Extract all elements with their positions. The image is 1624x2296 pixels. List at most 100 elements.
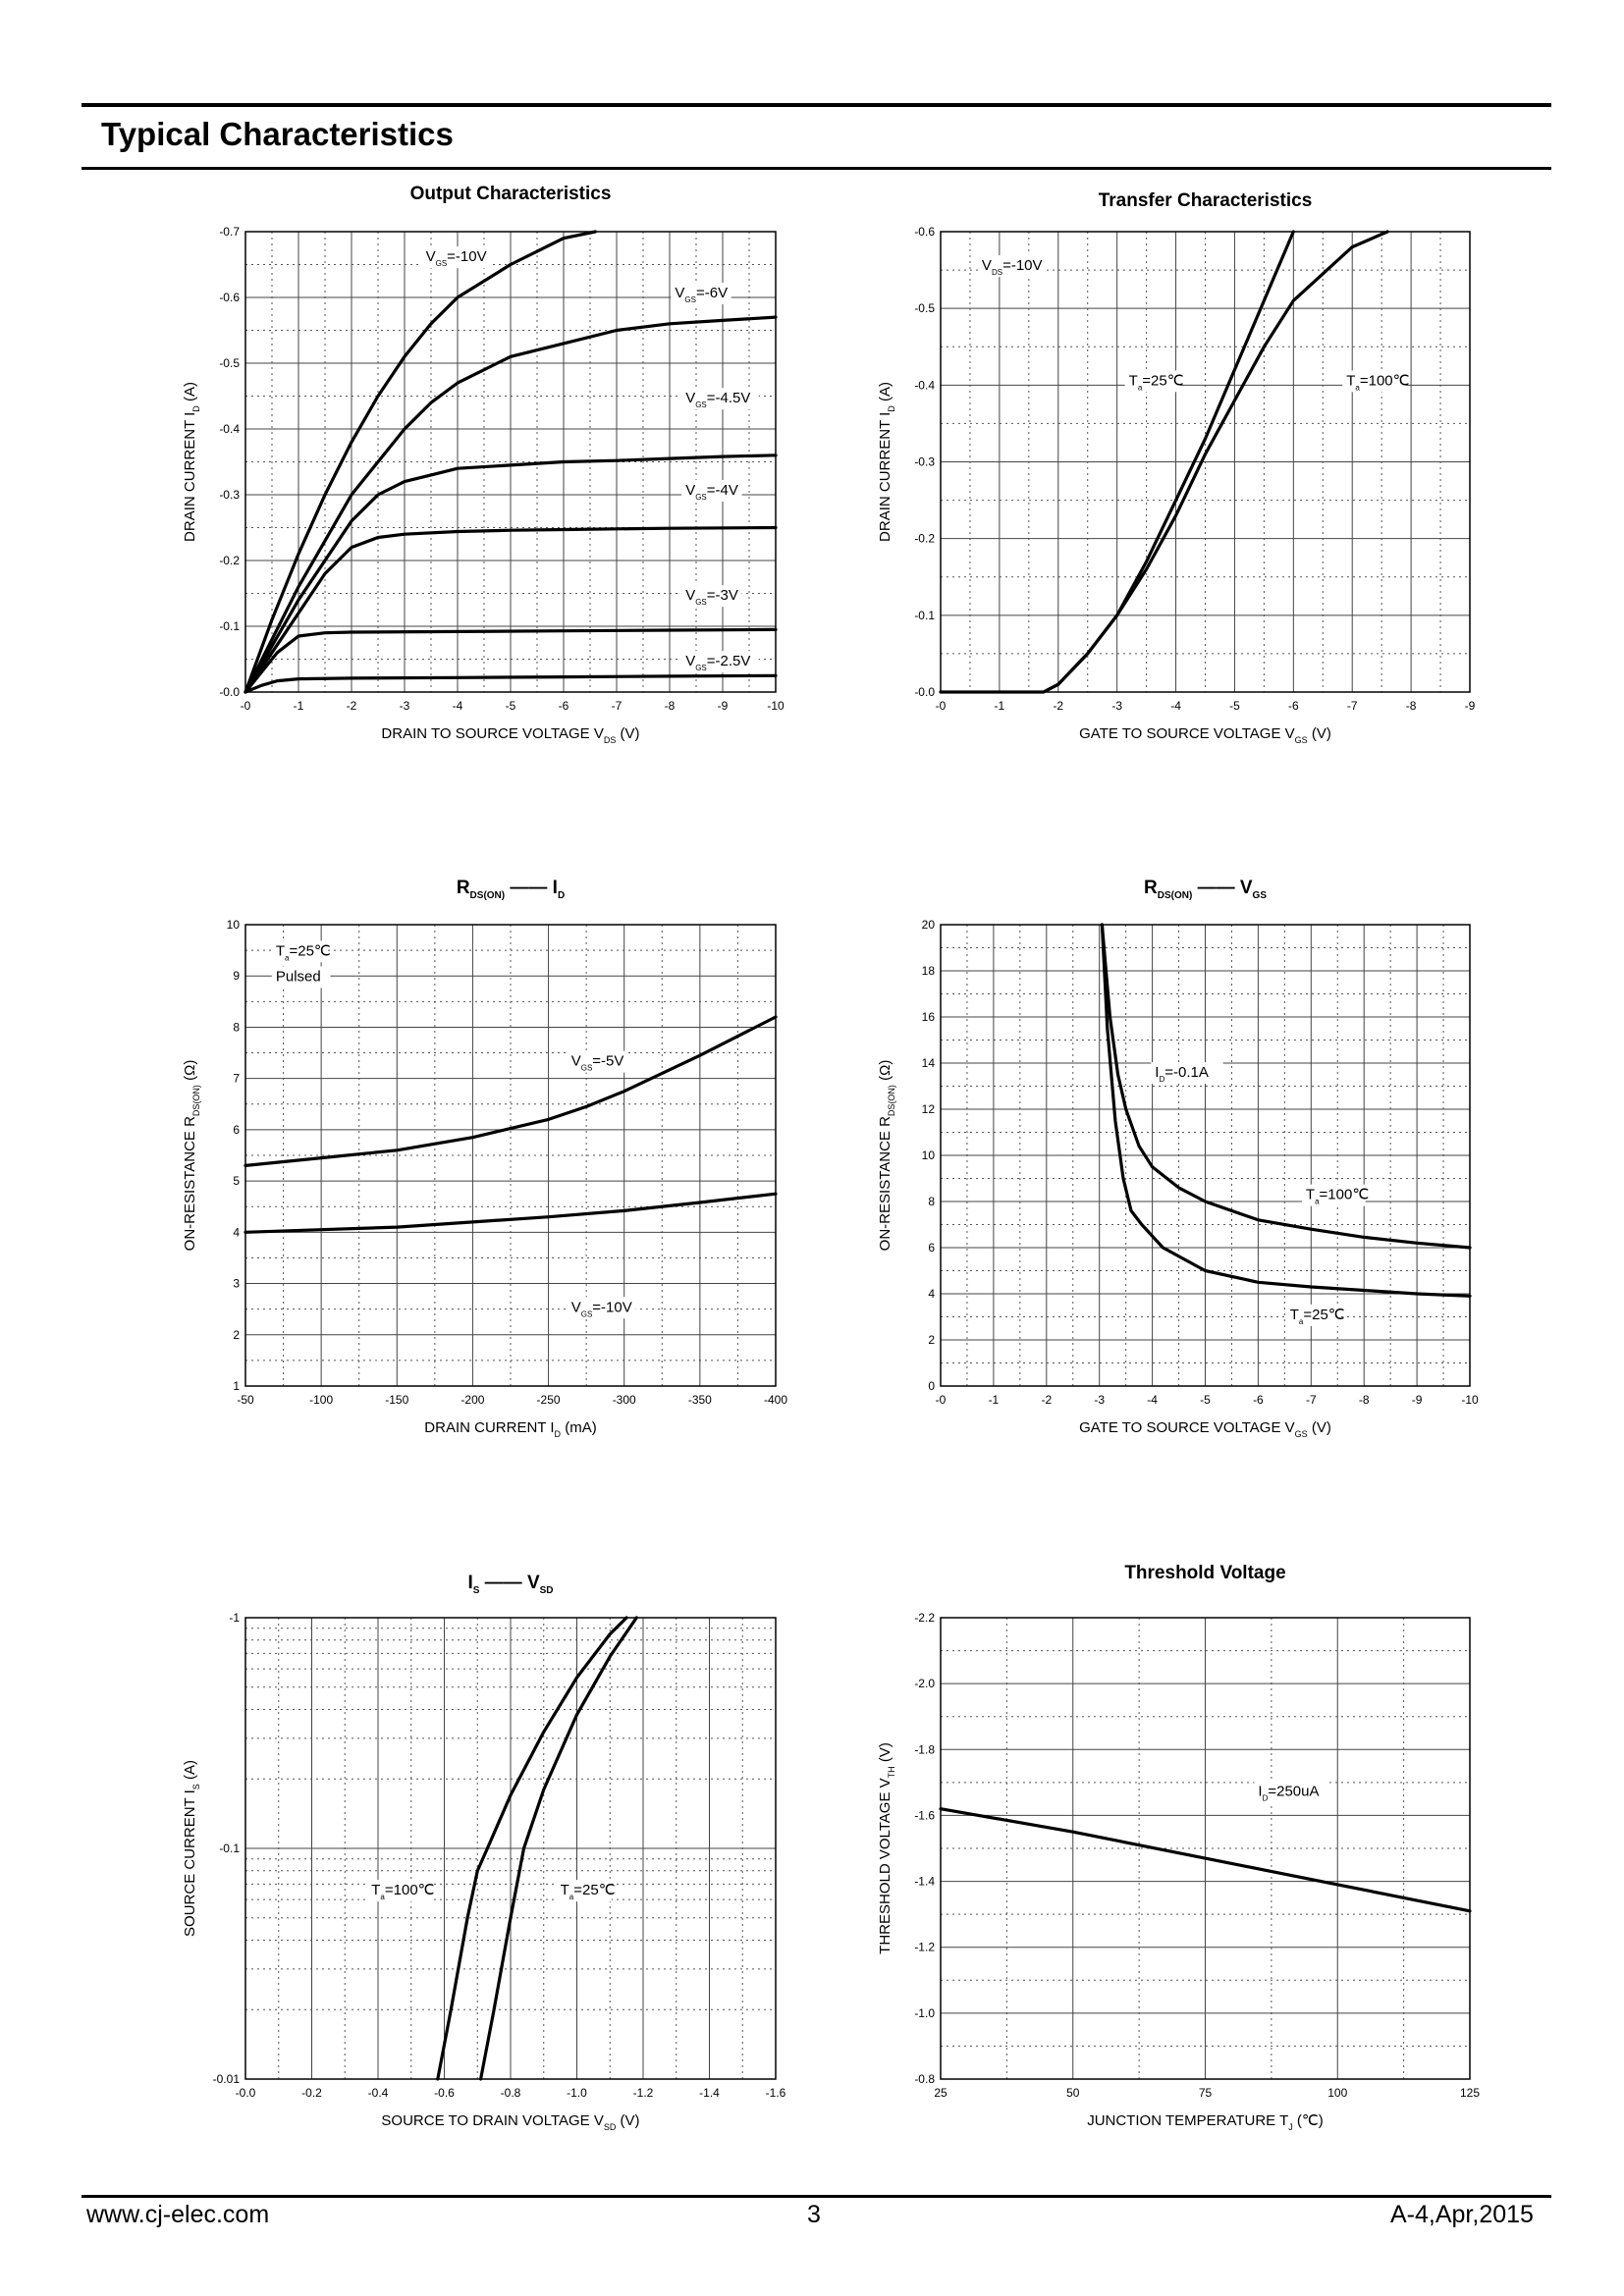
x-tick-label: -0.0 xyxy=(236,2086,256,2100)
annotation-bg xyxy=(1124,370,1180,393)
x-tick-label: 125 xyxy=(1460,2086,1480,2100)
x-tick-label: -6 xyxy=(559,699,569,713)
annotation-label: VGS=-10V xyxy=(426,248,487,268)
y-tick-label: -0.3 xyxy=(219,488,240,502)
x-tick-label: -0 xyxy=(241,699,251,713)
y-axis-label: ON-RESISTANCE RDS(ON) (Ω) xyxy=(182,1060,201,1252)
x-tick-label: -0 xyxy=(936,699,947,713)
y-tick-label: -0.3 xyxy=(914,455,935,469)
y-tick-label: -0.5 xyxy=(219,356,240,370)
x-tick-label: 75 xyxy=(1199,2086,1213,2100)
annotation-bg xyxy=(421,246,491,269)
x-tick-label: -2 xyxy=(347,699,357,713)
y-tick-label: 14 xyxy=(922,1056,936,1070)
y-tick-label: 8 xyxy=(233,1020,240,1034)
y-tick-label: -0.1 xyxy=(914,609,935,622)
x-tick-label: 100 xyxy=(1327,2086,1347,2100)
y-axis-label: ON-RESISTANCE RDS(ON) (Ω) xyxy=(877,1060,896,1252)
y-tick-label: 10 xyxy=(922,1148,936,1162)
annotation-bg xyxy=(1285,1304,1341,1326)
x-tick-label: -2 xyxy=(1041,1393,1052,1407)
x-tick-label: -7 xyxy=(1306,1393,1317,1407)
annotation-label: Pulsed xyxy=(276,968,321,985)
x-tick-label: -150 xyxy=(385,1393,408,1407)
x-tick-label: -10 xyxy=(1461,1393,1479,1407)
x-tick-label: -0.2 xyxy=(301,2086,322,2100)
x-tick-label: -8 xyxy=(665,699,676,713)
annotation-label: Ta=100℃ xyxy=(1346,372,1409,392)
y-tick-label: -1 xyxy=(229,1611,240,1625)
annotation-bg xyxy=(1151,1062,1223,1085)
y-tick-label: 3 xyxy=(233,1277,240,1291)
y-tick-label: -0.0 xyxy=(219,685,240,699)
y-tick-label: 0 xyxy=(928,1379,935,1393)
y-tick-label: -1.2 xyxy=(914,1941,935,1954)
x-tick-label: -3 xyxy=(1094,1393,1105,1407)
annotation-bg xyxy=(977,255,1047,278)
plot-frame xyxy=(940,231,1471,693)
y-tick-label: -0.1 xyxy=(219,1842,240,1855)
y-tick-label: -0.4 xyxy=(914,378,935,392)
y-tick-label: -0.01 xyxy=(213,2072,241,2086)
y-tick-label: 10 xyxy=(227,918,241,932)
annotation-label: VGS=-4.5V xyxy=(685,390,750,409)
annotation-label: VGS=-5V xyxy=(571,1053,624,1073)
x-tick-label: 50 xyxy=(1066,2086,1080,2100)
y-tick-label: 12 xyxy=(922,1102,936,1116)
x-tick-label: -4 xyxy=(1147,1393,1158,1407)
x-tick-label: -400 xyxy=(764,1393,787,1407)
chart-6: 25 50 75 100 125 -0.8 -1.0 -1.2 -1.4 -1.6 -1.8 -2.0… xyxy=(877,1563,1480,2132)
y-tick-label: -0.6 xyxy=(914,225,935,239)
footer-revision: A-4,Apr,2015 xyxy=(1390,2201,1534,2228)
annotation-label: VGS=-3V xyxy=(685,587,738,607)
x-tick-label: -9 xyxy=(718,699,729,713)
series-line xyxy=(244,454,778,694)
y-tick-label: 9 xyxy=(233,969,240,983)
x-tick-label: -9 xyxy=(1465,699,1476,713)
x-tick-label: -5 xyxy=(506,699,516,713)
chart-1: -0 -1 -2 -3 -4 -5 -6 -7 -8 -9 -10 -0.0 -0.1 -0.2 -0.3 -… xyxy=(182,184,785,745)
x-tick-label: -0.8 xyxy=(501,2086,521,2100)
x-tick-label: -9 xyxy=(1412,1393,1423,1407)
annotation-label: VGS=-2.5V xyxy=(685,653,750,672)
x-tick-label: -1 xyxy=(995,699,1005,713)
chart-title: Transfer Characteristics xyxy=(1099,190,1313,211)
annotation-bg xyxy=(681,651,759,673)
annotation-label: ID=250uA xyxy=(1258,1783,1319,1802)
annotation-label: Ta=100℃ xyxy=(371,1882,434,1901)
x-tick-label: -10 xyxy=(767,699,785,713)
y-tick-label: -0.2 xyxy=(914,532,935,546)
y-tick-label: -1.4 xyxy=(914,1875,935,1889)
annotation-bg xyxy=(681,388,759,410)
annotation-bg xyxy=(567,1050,628,1073)
chart-4: -0 -1 -2 -3 -4 -5 -6 -7 -8 -9 -10 0 2 4 6 8 10 12 14 16 18 20… xyxy=(877,878,1479,1439)
series-line xyxy=(1100,923,1472,1298)
y-tick-label: -1.6 xyxy=(914,1808,935,1822)
x-tick-label: -2 xyxy=(1053,699,1063,713)
chart-title: IS —— VSD xyxy=(467,1573,553,1596)
y-tick-label: 4 xyxy=(233,1225,240,1239)
footer-rule xyxy=(81,2195,1551,2198)
x-tick-label: -50 xyxy=(237,1393,254,1407)
footer-page-number: 3 xyxy=(807,2201,821,2228)
x-tick-label: -8 xyxy=(1406,699,1417,713)
x-tick-label: -250 xyxy=(537,1393,561,1407)
series-line xyxy=(244,673,778,694)
annotation-bg xyxy=(1254,1781,1326,1803)
x-axis-label: JUNCTION TEMPERATURE TJ (℃) xyxy=(1087,2112,1324,2132)
x-tick-label: -1.6 xyxy=(766,2086,786,2100)
annotation-bg xyxy=(271,940,328,963)
page-title: Typical Characteristics xyxy=(101,116,454,152)
series-line xyxy=(939,230,1295,694)
y-tick-label: -0.0 xyxy=(914,685,935,699)
y-tick-label: 5 xyxy=(233,1174,240,1188)
y-tick-label: 1 xyxy=(233,1379,240,1393)
x-tick-label: -7 xyxy=(612,699,623,713)
annotation-bg xyxy=(367,1880,432,1902)
y-tick-label: 6 xyxy=(233,1123,240,1137)
y-axis-label: THRESHOLD VOLTAGE VTH (V) xyxy=(877,1742,896,1954)
y-axis-label: DRAIN CURRENT ID (A) xyxy=(182,382,201,542)
y-tick-label: -0.7 xyxy=(219,225,240,239)
x-tick-label: -4 xyxy=(453,699,463,713)
